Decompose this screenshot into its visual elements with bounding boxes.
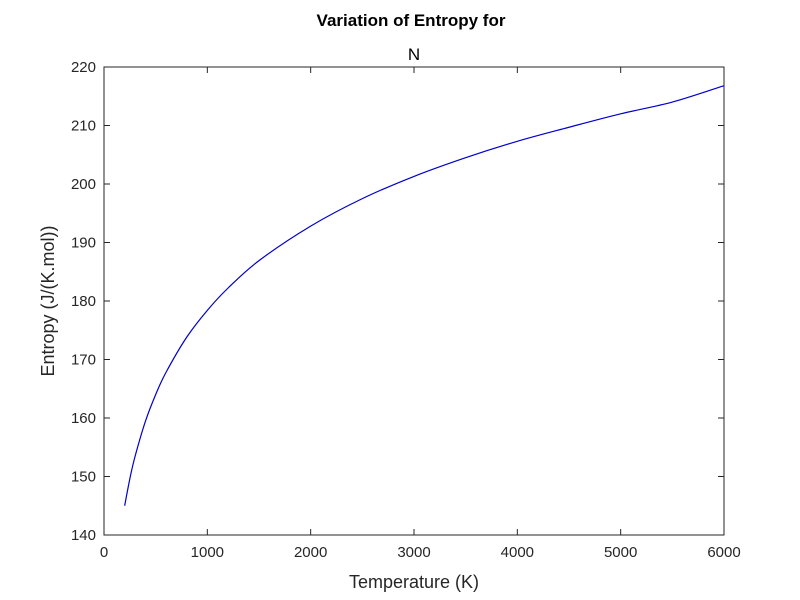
x-tick-label: 4000 <box>501 544 534 561</box>
x-tick-label: 3000 <box>397 544 430 561</box>
y-axis-label: Entropy (J/(K.mol)) <box>38 225 58 376</box>
y-tick-label: 190 <box>71 235 96 252</box>
y-tick-label: 150 <box>71 469 96 486</box>
chart-subtitle: N <box>408 45 420 64</box>
axis-tick-labels: 0 1000 2000 3000 4000 5000 6000 140 150 160 170 180… <box>71 59 741 561</box>
plot-area-box <box>103 66 725 536</box>
x-tick-label: 1000 <box>191 544 224 561</box>
y-tick-label: 160 <box>71 410 96 427</box>
x-tick-label: 2000 <box>294 544 327 561</box>
y-tick-label: 140 <box>71 527 96 544</box>
x-axis-label: Temperature (K) <box>349 572 479 592</box>
entropy-series-line <box>124 85 725 506</box>
y-tick-label: 210 <box>71 118 96 135</box>
y-tick-label: 200 <box>71 176 96 193</box>
y-tick-label: 180 <box>71 293 96 310</box>
x-tick-label: 6000 <box>707 544 740 561</box>
y-tick-label: 220 <box>71 59 96 76</box>
axis-ticks <box>103 66 725 536</box>
x-tick-label: 0 <box>100 544 108 561</box>
chart-title: Variation of Entropy for <box>317 11 506 30</box>
x-tick-label: 5000 <box>604 544 637 561</box>
series-layer <box>124 85 725 506</box>
y-tick-label: 170 <box>71 352 96 369</box>
